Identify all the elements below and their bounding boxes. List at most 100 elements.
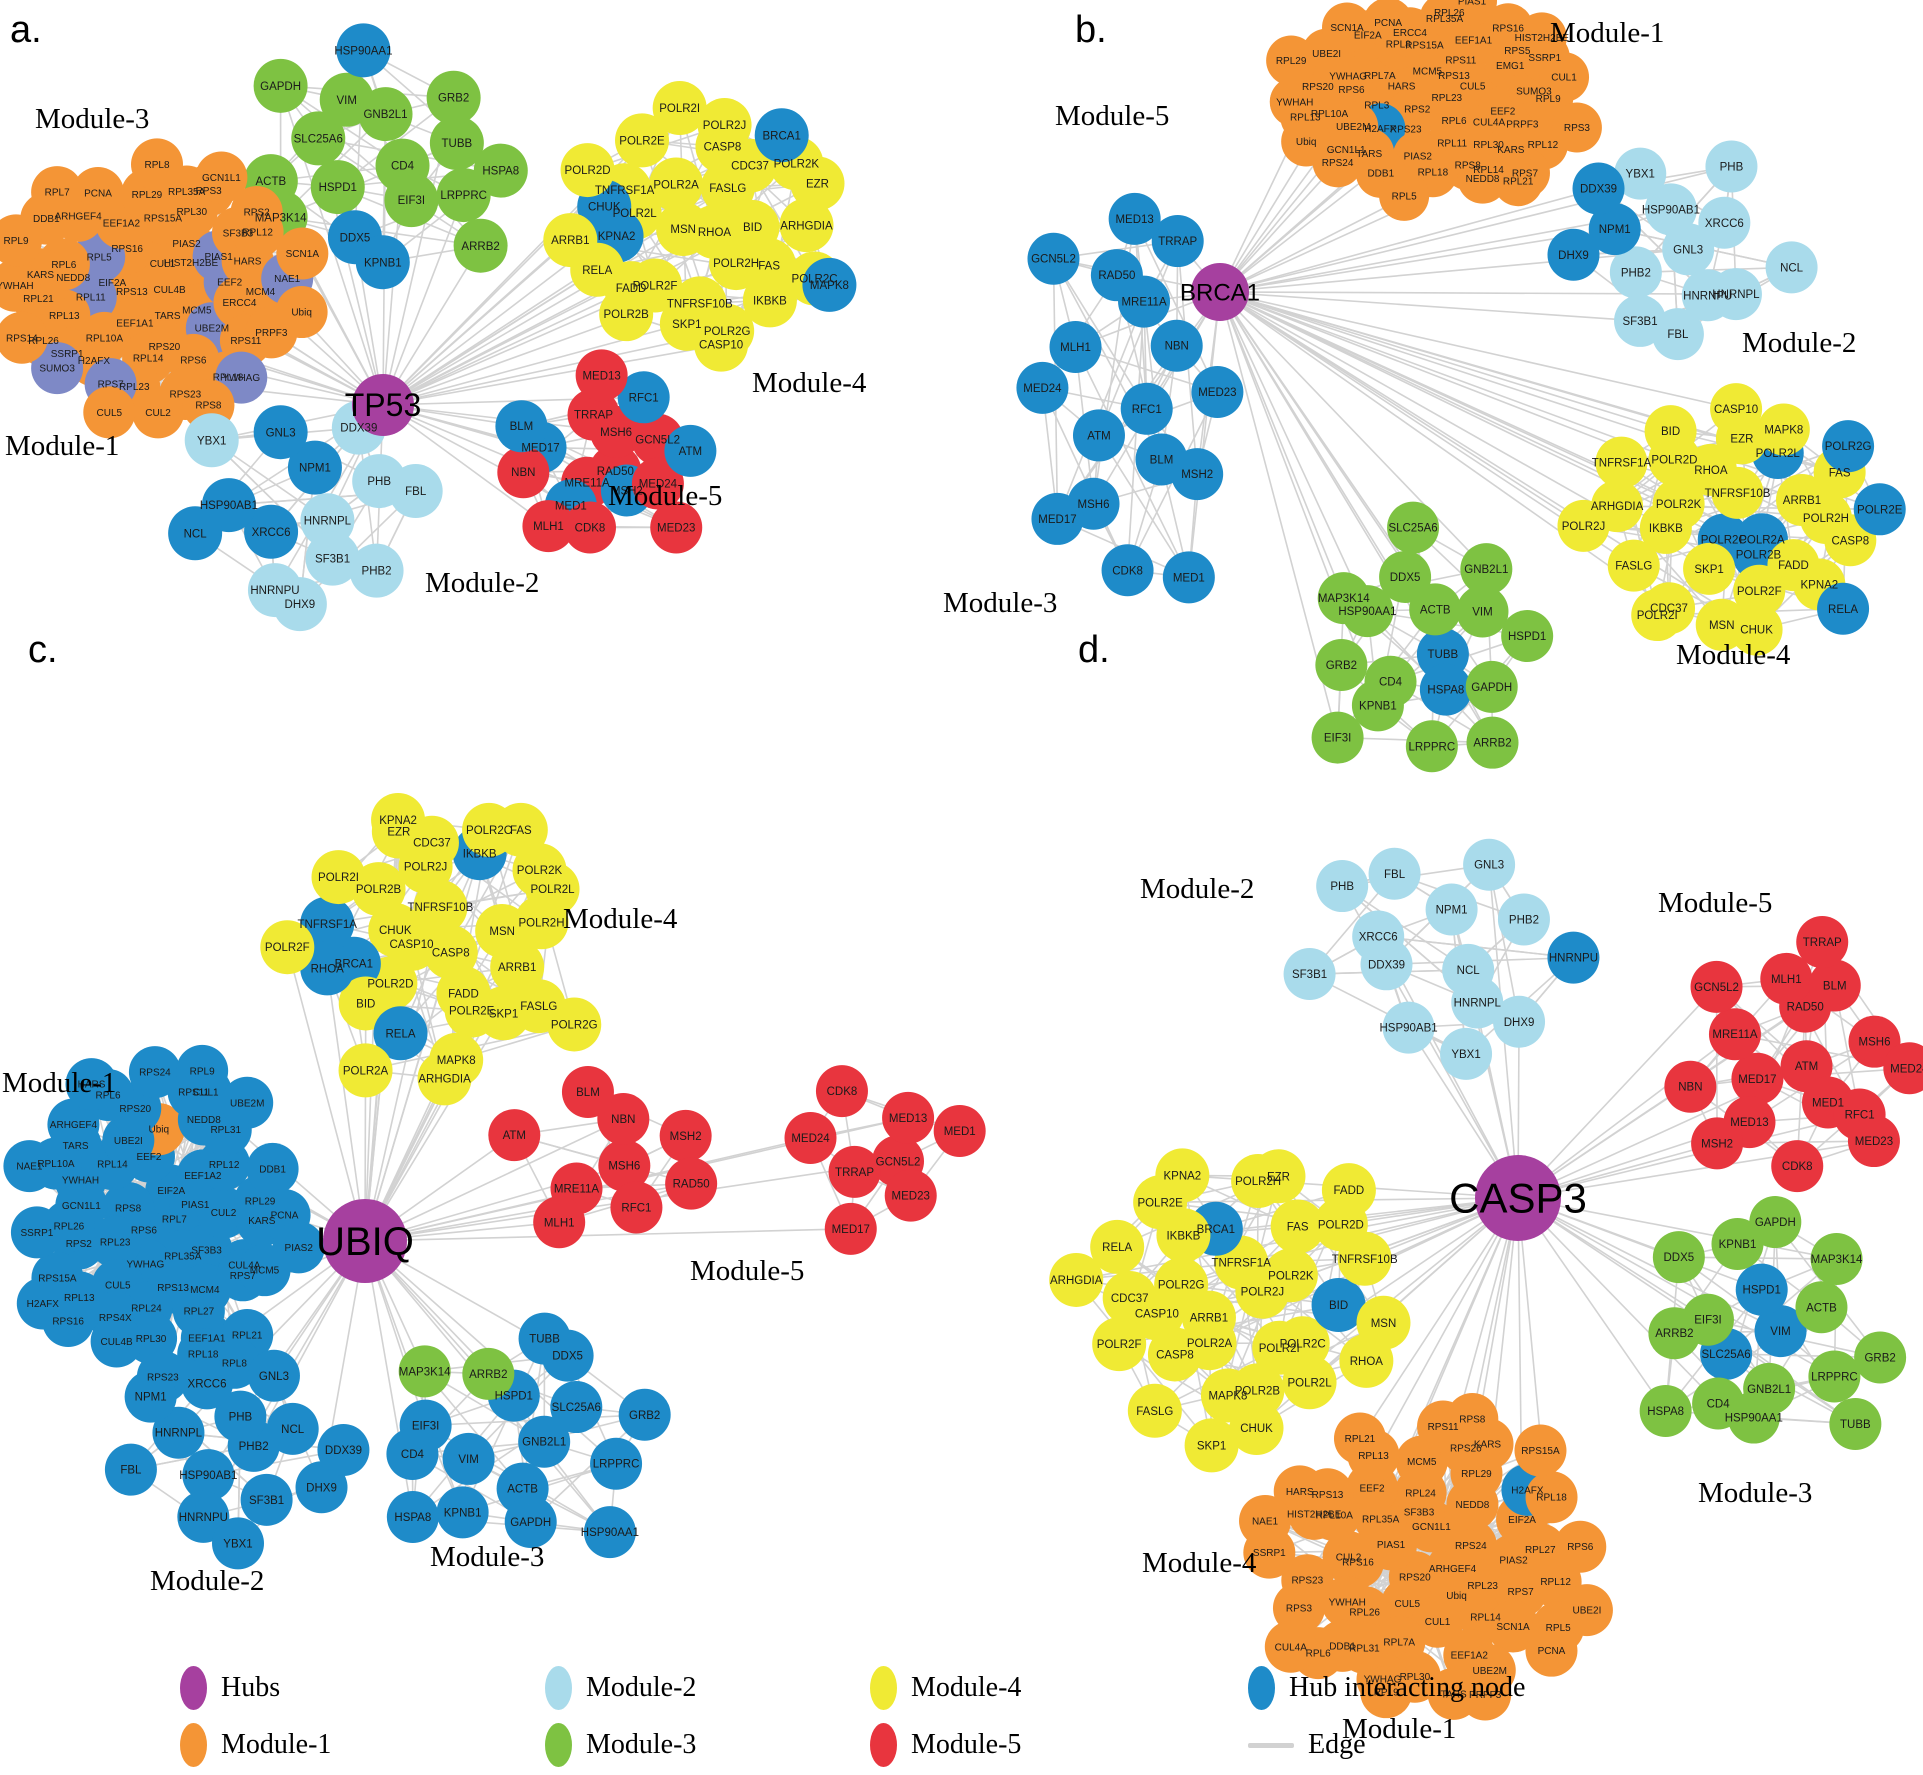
node-label: RPL26 (1434, 8, 1465, 19)
nodes-layer (0, 23, 857, 632)
node-label: DHX9 (1558, 250, 1589, 262)
node-label: ARRB1 (1783, 495, 1821, 507)
node-label: TRRAP (1803, 937, 1842, 949)
legend-label: Hubs (221, 1672, 281, 1703)
node-label: CASP8 (1831, 535, 1869, 547)
node-label: HNRNPL (1454, 997, 1502, 1009)
node-label: VIM (458, 1454, 478, 1466)
node-label: POLR2F (265, 942, 310, 954)
hub-edge (286, 946, 366, 1242)
node-label: RELA (582, 265, 612, 277)
node-label: BLM (1823, 981, 1847, 993)
node-label: SSRP1 (1528, 53, 1561, 64)
module-label: Module-3 (1698, 1477, 1812, 1509)
node-label: ACTB (507, 1484, 538, 1496)
node-label: CUL5 (105, 1281, 131, 1292)
node-label: YWHAH (62, 1175, 99, 1186)
node-label: SLC25A6 (1701, 1349, 1750, 1361)
network-node (656, 201, 711, 256)
node-label: TNFRSF1A (595, 185, 655, 197)
network-node (260, 920, 315, 975)
network-node (1501, 610, 1554, 663)
node-label: NAE1 (274, 274, 301, 285)
node-label: KPNA2 (1800, 579, 1838, 591)
node-label: NBN (511, 467, 535, 479)
node-label: SKP1 (1197, 1440, 1226, 1452)
node-label: SCN1A (286, 249, 320, 260)
node-label: NPM1 (135, 1392, 167, 1404)
node-label: GRB2 (629, 1410, 660, 1422)
module-label: Module-3 (943, 587, 1057, 619)
network-node (1709, 268, 1762, 321)
node-label: RPS11 (1445, 55, 1476, 66)
panel-letter: c. (28, 629, 58, 671)
node-label: POLR2J (1562, 521, 1605, 533)
node-label: GAPDH (1471, 682, 1512, 694)
node-label: DDX39 (325, 1445, 362, 1457)
node-label: CD4 (1379, 677, 1403, 689)
network-node (16, 1277, 69, 1330)
node-label: RPL35A (1426, 14, 1464, 25)
network-node (522, 500, 575, 553)
node-label: RPL12 (1540, 1577, 1571, 1588)
node-label: RPL30 (1473, 140, 1504, 151)
node-label: POLR2D (1318, 1219, 1364, 1231)
node-label: MAP3K14 (1318, 593, 1370, 605)
hub-edge (382, 194, 465, 406)
node-label: RPS11 (1428, 1422, 1459, 1433)
hub-label: TP53 (345, 387, 421, 423)
node-label: SF3B3 (191, 1246, 222, 1257)
node-label: ACTB (1420, 604, 1451, 616)
legend-label: Module-1 (221, 1729, 332, 1760)
node-label: EZR (1730, 433, 1753, 445)
node-label: RPL5 (1546, 1623, 1571, 1634)
node-label: KPNB1 (444, 1507, 482, 1519)
node-label: LRPPRC (1409, 741, 1456, 753)
node-label: MAP3K14 (255, 212, 307, 224)
node-label: GAPDH (510, 1517, 551, 1529)
node-label: FADD (1778, 560, 1809, 572)
network-node (1614, 147, 1667, 200)
node-label: RELA (1828, 604, 1858, 616)
node-label: EIF3I (1694, 1315, 1721, 1327)
node-label: RFC1 (1132, 404, 1162, 416)
network-node (128, 1046, 181, 1099)
network-node (124, 1370, 177, 1423)
network-node (83, 386, 136, 439)
node-label: MED17 (832, 1224, 870, 1236)
node-label: H2AFX (27, 1299, 60, 1310)
network-node (1317, 572, 1370, 625)
node-label: RPS16 (52, 1316, 84, 1327)
node-label: MAP3K14 (1811, 1254, 1863, 1266)
node-label: HSP90AB1 (1379, 1023, 1437, 1035)
network-node (246, 1142, 299, 1195)
network-node (493, 802, 548, 857)
network-node (533, 1196, 586, 1249)
node-label: CUL5 (1460, 82, 1486, 93)
edge (530, 1414, 646, 1523)
node-label: NAE1 (16, 1162, 43, 1173)
node-label: TNFRSF10B (408, 902, 474, 914)
node-label: POLR2K (774, 159, 820, 171)
hub-edge (1219, 291, 1737, 410)
node-label: TARS (1356, 149, 1382, 160)
node-label: BID (1329, 1300, 1348, 1312)
node-label: DDX5 (1390, 572, 1421, 584)
node-label: KPNA2 (1163, 1170, 1201, 1182)
network-node (89, 1215, 142, 1268)
hub-edge (382, 239, 571, 406)
node-label: MCM5 (1413, 67, 1443, 78)
node-label: MCM4 (246, 287, 276, 298)
node-label: RPS24 (139, 1068, 171, 1079)
node-label: RPS8 (115, 1204, 142, 1215)
network-node (305, 531, 360, 586)
node-label: POLR2F (633, 281, 678, 293)
node-label: MED13 (582, 370, 620, 382)
network-node (1683, 542, 1736, 595)
node-label: GNL3 (259, 1371, 289, 1383)
node-label: RPS3 (1564, 123, 1591, 134)
node-label: MED23 (1855, 1136, 1893, 1148)
node-label: NBN (1165, 341, 1189, 353)
network-node (1027, 232, 1080, 285)
node-label: TNFRSF10B (667, 298, 733, 310)
